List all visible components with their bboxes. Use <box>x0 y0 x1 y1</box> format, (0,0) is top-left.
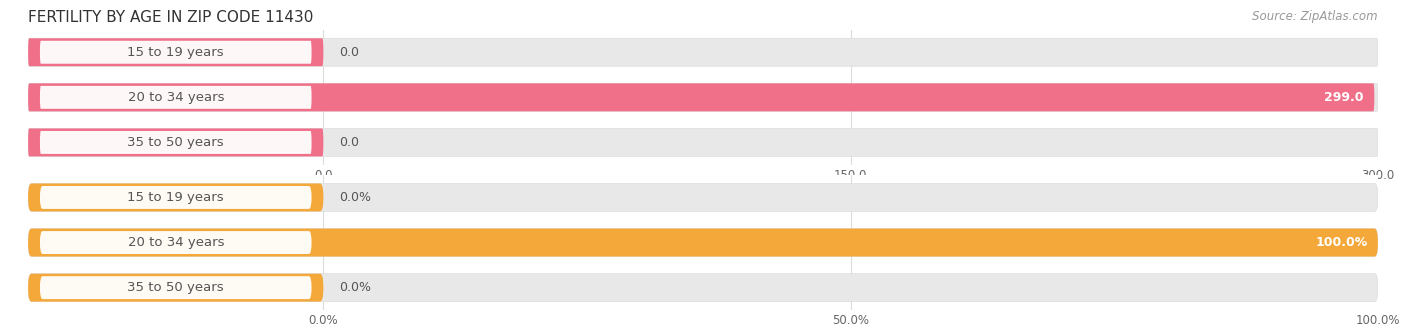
FancyBboxPatch shape <box>28 128 1378 156</box>
Text: 0.0%: 0.0% <box>339 191 371 204</box>
FancyBboxPatch shape <box>28 229 1378 256</box>
Text: Source: ZipAtlas.com: Source: ZipAtlas.com <box>1253 10 1378 23</box>
FancyBboxPatch shape <box>28 38 1378 66</box>
FancyBboxPatch shape <box>39 86 312 109</box>
Text: 0.0%: 0.0% <box>339 281 371 294</box>
Text: 15 to 19 years: 15 to 19 years <box>128 46 224 59</box>
FancyBboxPatch shape <box>28 183 1378 212</box>
Text: 100.0%: 100.0% <box>1315 236 1367 249</box>
Text: 35 to 50 years: 35 to 50 years <box>128 136 224 149</box>
Text: FERTILITY BY AGE IN ZIP CODE 11430: FERTILITY BY AGE IN ZIP CODE 11430 <box>28 10 314 25</box>
FancyBboxPatch shape <box>28 229 1378 256</box>
FancyBboxPatch shape <box>28 274 323 302</box>
Text: 15 to 19 years: 15 to 19 years <box>128 191 224 204</box>
Text: 299.0: 299.0 <box>1324 91 1364 104</box>
FancyBboxPatch shape <box>28 128 323 156</box>
FancyBboxPatch shape <box>28 83 1378 111</box>
FancyBboxPatch shape <box>39 186 312 209</box>
Text: 20 to 34 years: 20 to 34 years <box>128 236 224 249</box>
Text: 35 to 50 years: 35 to 50 years <box>128 281 224 294</box>
FancyBboxPatch shape <box>28 83 1375 111</box>
Text: 0.0: 0.0 <box>339 46 359 59</box>
FancyBboxPatch shape <box>39 41 312 64</box>
FancyBboxPatch shape <box>39 276 312 299</box>
FancyBboxPatch shape <box>39 131 312 154</box>
FancyBboxPatch shape <box>39 231 312 254</box>
FancyBboxPatch shape <box>28 274 1378 302</box>
Text: 0.0: 0.0 <box>339 136 359 149</box>
FancyBboxPatch shape <box>28 38 323 66</box>
Text: 20 to 34 years: 20 to 34 years <box>128 91 224 104</box>
FancyBboxPatch shape <box>28 183 323 212</box>
